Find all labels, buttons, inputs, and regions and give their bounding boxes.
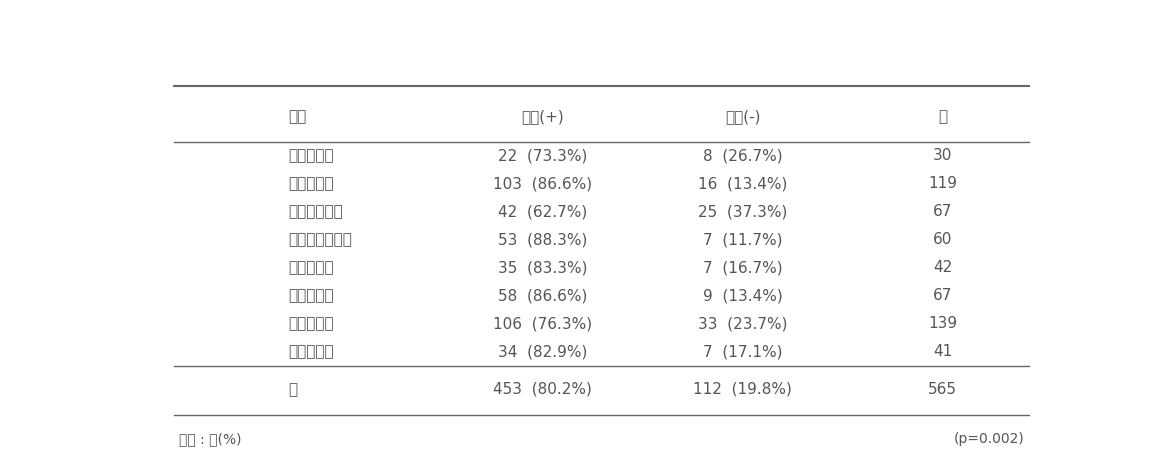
Text: 35  (83.3%): 35 (83.3%) xyxy=(498,260,587,275)
Text: 8  (26.7%): 8 (26.7%) xyxy=(703,148,783,163)
Text: 67: 67 xyxy=(933,288,952,303)
Text: 건양대의대: 건양대의대 xyxy=(288,148,333,163)
Text: 25  (37.3%): 25 (37.3%) xyxy=(699,204,788,219)
Text: 58  (86.6%): 58 (86.6%) xyxy=(498,288,587,303)
Text: 565: 565 xyxy=(929,382,957,397)
Text: 순천향대의대: 순천향대의대 xyxy=(288,204,343,219)
Text: 계명대의대: 계명대의대 xyxy=(288,176,333,191)
Text: 관동대의대: 관동대의대 xyxy=(288,344,333,359)
Text: 453  (80.2%): 453 (80.2%) xyxy=(493,382,592,397)
Text: 원광대의대: 원광대의대 xyxy=(288,260,333,275)
Text: 67: 67 xyxy=(933,204,952,219)
Text: 9  (13.4%): 9 (13.4%) xyxy=(703,288,783,303)
Text: 을지대의대: 을지대의대 xyxy=(288,288,333,303)
Text: 항체(-): 항체(-) xyxy=(726,109,761,124)
Text: 단위 : 명(%): 단위 : 명(%) xyxy=(178,432,241,446)
Text: 7  (17.1%): 7 (17.1%) xyxy=(703,344,782,359)
Text: 53  (88.3%): 53 (88.3%) xyxy=(498,232,587,247)
Text: 103  (86.6%): 103 (86.6%) xyxy=(493,176,592,191)
Text: 7  (16.7%): 7 (16.7%) xyxy=(703,260,783,275)
Text: 41: 41 xyxy=(933,344,952,359)
Text: 항체(+): 항체(+) xyxy=(521,109,564,124)
Text: 원주연세대의대: 원주연세대의대 xyxy=(288,232,352,247)
Text: 7  (11.7%): 7 (11.7%) xyxy=(703,232,782,247)
Text: 30: 30 xyxy=(933,148,952,163)
Text: 22  (73.3%): 22 (73.3%) xyxy=(498,148,587,163)
Text: 학교: 학교 xyxy=(288,109,306,124)
Text: 42: 42 xyxy=(933,260,952,275)
Text: (p=0.002): (p=0.002) xyxy=(954,432,1025,446)
Text: 33  (23.7%): 33 (23.7%) xyxy=(699,316,788,331)
Text: 119: 119 xyxy=(929,176,957,191)
Text: 106  (76.3%): 106 (76.3%) xyxy=(493,316,592,331)
Text: 42  (62.7%): 42 (62.7%) xyxy=(498,204,587,219)
Text: 139: 139 xyxy=(929,316,958,331)
Text: 계: 계 xyxy=(288,382,297,397)
Text: 인제대의대: 인제대의대 xyxy=(288,316,333,331)
Text: 계: 계 xyxy=(938,109,947,124)
Text: 112  (19.8%): 112 (19.8%) xyxy=(694,382,792,397)
Text: 34  (82.9%): 34 (82.9%) xyxy=(498,344,587,359)
Text: 16  (13.4%): 16 (13.4%) xyxy=(699,176,788,191)
Text: 60: 60 xyxy=(933,232,952,247)
